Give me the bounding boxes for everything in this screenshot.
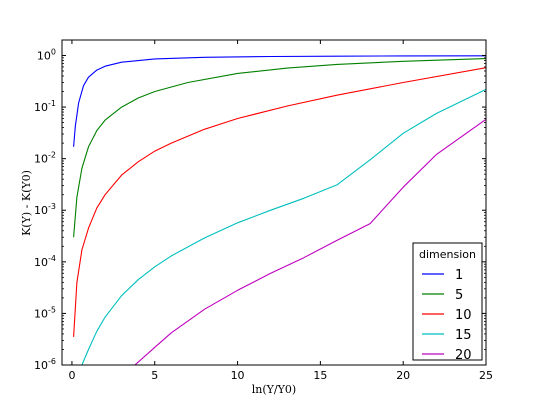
y-tick-label: 10-5 (34, 305, 56, 320)
x-tick-label: 0 (68, 369, 75, 382)
legend-label-10: 10 (455, 308, 472, 323)
y-tick-label: 100 (37, 47, 56, 62)
series-line-5 (73, 58, 486, 238)
y-tick-label: 10-3 (34, 202, 56, 217)
x-tick-label: 20 (396, 369, 410, 382)
plot-frame (61, 39, 487, 366)
legend-label-20: 20 (455, 348, 472, 363)
series-line-10 (73, 67, 486, 337)
legend-title: dimension (419, 248, 476, 261)
y-tick-label: 10-2 (34, 151, 56, 166)
series-line-20 (134, 118, 486, 365)
y-tick-label: 10-6 (34, 357, 56, 372)
x-tick-label: 5 (151, 369, 158, 382)
x-tick-label: 25 (479, 369, 493, 382)
legend-label-5: 5 (455, 288, 463, 303)
x-tick-label: 10 (231, 369, 245, 382)
legend-label-15: 15 (455, 328, 472, 343)
series-line-15 (81, 88, 486, 365)
legend-box (412, 242, 483, 361)
y-axis-label: K(Y) - K(Y0) (20, 170, 33, 236)
y-tick-label: 10-1 (34, 99, 56, 114)
series-layer (73, 55, 486, 365)
x-tick-label: 15 (313, 369, 327, 382)
legend-label-1: 1 (455, 268, 463, 283)
x-axis-label: ln(Y/Y0) (252, 383, 296, 396)
series-line-1 (73, 55, 486, 147)
y-tick-label: 10-4 (34, 254, 56, 269)
